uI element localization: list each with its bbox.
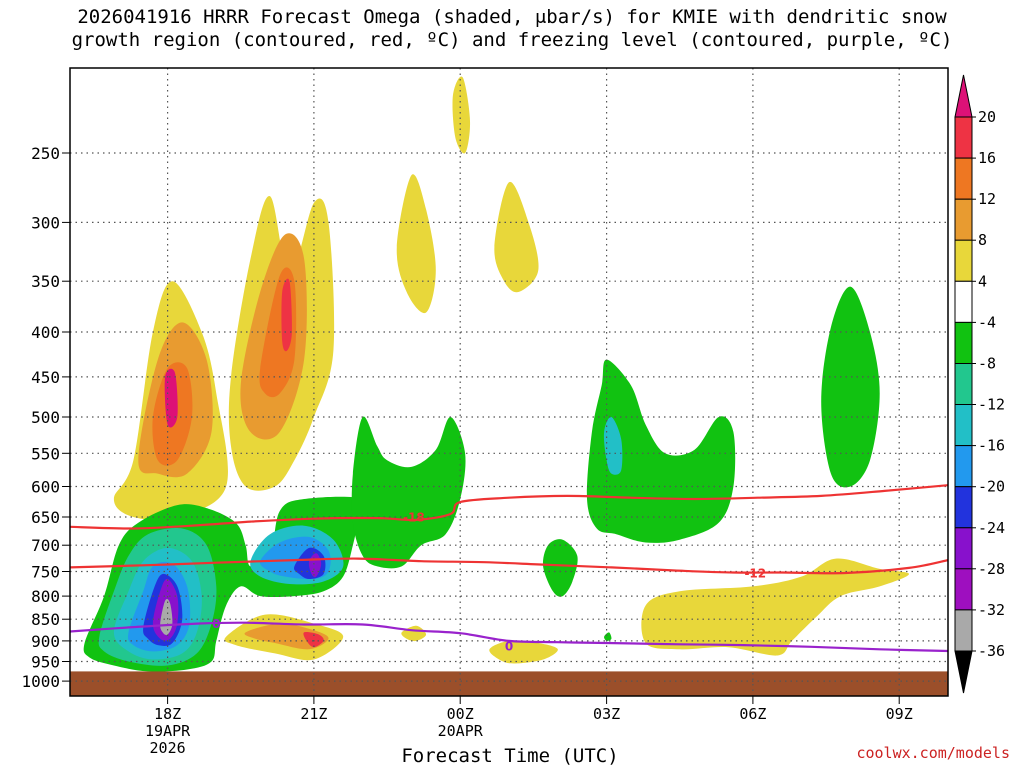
plot-frame [69,67,949,697]
colorbar-label-5: -4 [978,313,996,331]
dgz-contour-line-0 [70,484,948,530]
colorbar-swatch-2 [954,198,973,241]
freezing-contour-line-0 [70,621,948,653]
xtick-label-2-1: 20APR [438,722,484,740]
ytick-label-500: 500 [31,408,60,427]
omega-region-pos6-16 [641,558,909,656]
ytick-label-250: 250 [31,144,60,163]
dgz-contour-label-1: -12 [744,567,766,581]
colorbar-bottom-arrow [954,650,973,694]
ground-surface [70,671,948,696]
omega-region-neg6-33 [604,632,612,641]
colorbar-swatch-7 [954,404,973,447]
colorbar-swatch-6 [954,363,973,406]
colorbar-swatch-10 [954,527,973,570]
chart-title: 2026041916 HRRR Forecast Omega (shaded, … [71,6,953,51]
omega-region-pos18-7 [281,278,292,352]
colorbar-swatch-0 [954,116,973,159]
omega-region-neg6-29 [542,539,578,597]
omega-region-pos6-15 [489,640,558,664]
colorbar-label-8: -16 [978,437,1005,455]
omega-region-pos6-14 [401,625,427,642]
omega-region-pos6-9 [396,174,436,314]
colorbar-swatch-11 [954,568,973,611]
colorbar-swatch-8 [954,445,973,488]
colorbar-label-11: -28 [978,560,1005,578]
ytick-label-400: 400 [31,323,60,342]
ytick-label-650: 650 [31,508,60,527]
colorbar-label-9: -20 [978,478,1005,496]
ytick-label-900: 900 [31,632,60,651]
omega-region-pos6-10 [494,181,539,293]
colorbar-swatch-1 [954,157,973,200]
xtick-label-5-0: 09Z [886,705,913,723]
colorbar-label-3: 8 [978,231,987,249]
omega-region-pos10-12 [244,623,329,650]
colorbar-swatch-9 [954,486,973,529]
ytick-label-800: 800 [31,587,60,606]
ytick-label-850: 850 [31,610,60,629]
xtick-label-2-0: 00Z [447,705,474,723]
ytick-label-700: 700 [31,536,60,555]
xtick-label-0-2: 2026 [150,739,186,757]
xtick-label-0-1: 19APR [145,722,191,740]
colorbar-label-10: -24 [978,519,1005,537]
colorbar-label-0: 20 [978,108,996,126]
ytick-label-300: 300 [31,213,60,232]
colorbar-label-6: -8 [978,355,996,373]
colorbar-label-2: 12 [978,190,996,208]
omega-region-pos6-8 [452,76,471,154]
colorbar-label-4: 4 [978,272,987,290]
ytick-label-1000: 1000 [21,672,60,691]
colorbar-label-13: -36 [978,642,1005,660]
ytick-label-750: 750 [31,563,60,582]
xtick-label-4-0: 06Z [739,705,766,723]
ytick-label-350: 350 [31,272,60,291]
site-credit[interactable]: coolwx.com/models [856,744,1010,762]
ytick-label-550: 550 [31,444,60,463]
omega-region-pos18-13 [303,632,324,648]
freezing-contour-label-0: 0 [212,617,220,631]
colorbar-label-12: -32 [978,601,1005,619]
dgz-contour-line-1 [70,557,948,575]
xtick-label-3-0: 03Z [593,705,620,723]
colorbar-swatch-5 [954,321,973,364]
omega-region-neg6-32 [821,286,880,488]
colorbar-label-7: -12 [978,396,1005,414]
colorbar-label-1: 16 [978,149,996,167]
xtick-label-0-0: 18Z [154,705,181,723]
ytick-label-600: 600 [31,478,60,497]
colorbar-swatch-4 [954,280,973,323]
x-axis-label: Forecast Time (UTC) [401,745,619,767]
ytick-label-950: 950 [31,653,60,672]
omega-region-neg14-31 [603,416,623,475]
freezing-contour-label-1: 0 [505,640,513,654]
omega-region-pos22-3 [164,368,178,428]
colorbar-swatch-3 [954,239,973,282]
omega-region-neg6-28 [351,416,466,569]
colorbar-top-arrow [954,74,973,118]
xtick-label-1-0: 21Z [300,705,327,723]
colorbar-swatch-12 [954,609,973,652]
dgz-contour-label-0: -18 [403,511,425,525]
ytick-label-450: 450 [31,368,60,387]
